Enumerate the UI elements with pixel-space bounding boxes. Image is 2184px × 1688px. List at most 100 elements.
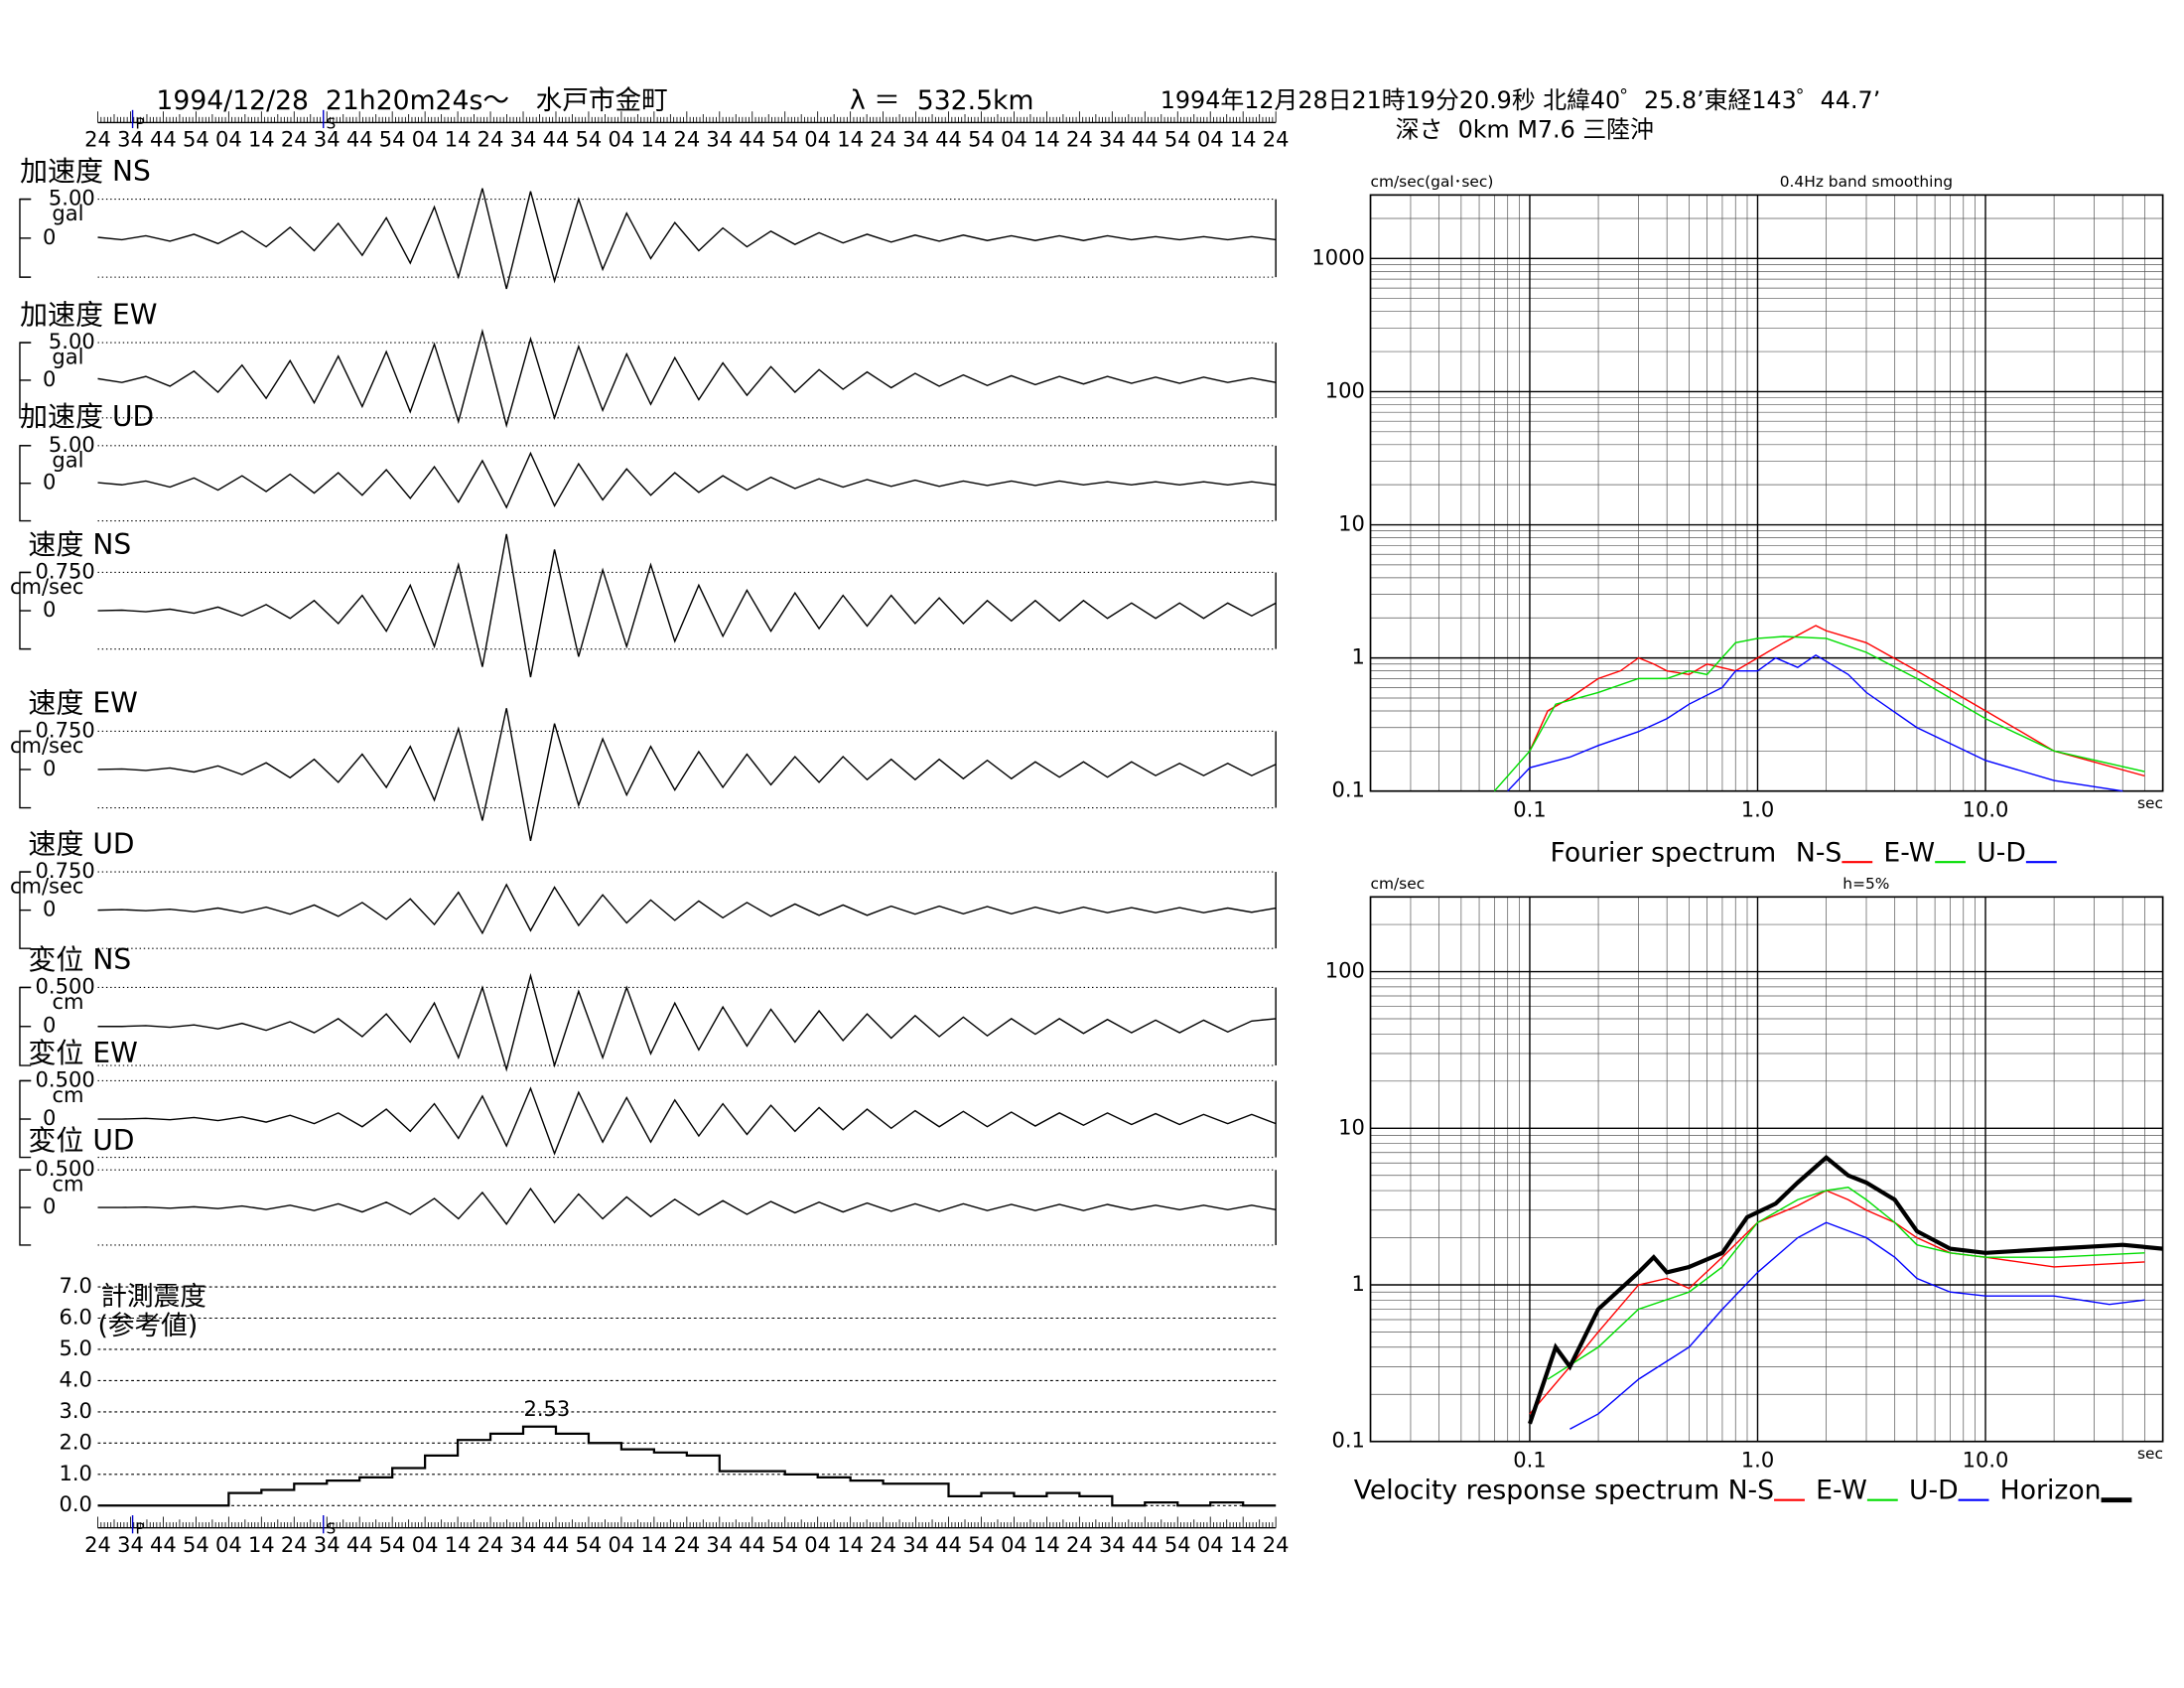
time-tick-label: 14 bbox=[640, 127, 667, 152]
time-tick-label: 34 bbox=[510, 1532, 537, 1557]
time-tick-label: 14 bbox=[837, 127, 864, 152]
spectrum-line bbox=[1507, 653, 2123, 792]
waveform bbox=[97, 708, 1277, 842]
y-tick-label: 0.500 bbox=[36, 973, 95, 998]
y-tick-label: 100 bbox=[1325, 958, 1365, 983]
time-tick-label: 44 bbox=[739, 1532, 765, 1557]
time-tick-label: 44 bbox=[346, 1532, 373, 1557]
time-tick-label: 24 bbox=[84, 127, 111, 152]
time-tick-label: 34 bbox=[117, 1532, 144, 1557]
x-tick-label: 1.0 bbox=[1741, 796, 1774, 821]
time-tick-label: 24 bbox=[673, 127, 700, 152]
legend-label: Horizon bbox=[2000, 1476, 2102, 1506]
intensity-subtitle: (参考値) bbox=[98, 1311, 199, 1341]
time-tick-label: 34 bbox=[706, 127, 733, 152]
time-tick-label: 14 bbox=[248, 127, 275, 152]
phase-marker: P bbox=[135, 114, 144, 132]
time-tick-label: 04 bbox=[804, 1532, 831, 1557]
y-tick-label: 1.0 bbox=[59, 1461, 91, 1485]
time-tick-label: 44 bbox=[739, 127, 765, 152]
time-tick-label: 14 bbox=[248, 1532, 275, 1557]
time-tick-label: 04 bbox=[1001, 1532, 1027, 1557]
epicentral-distance: λ ＝ 532.5km bbox=[850, 85, 1033, 116]
time-tick-label: 14 bbox=[445, 127, 472, 152]
y-tick-label: 0.750 bbox=[36, 858, 95, 883]
trace-unit: gal bbox=[52, 344, 83, 368]
time-tick-label: 04 bbox=[412, 127, 439, 152]
y-tick-label: 0.750 bbox=[36, 717, 95, 742]
x-tick-label: 10.0 bbox=[1963, 796, 2009, 821]
y-tick-label: 10 bbox=[1338, 1114, 1365, 1139]
time-tick-label: 04 bbox=[804, 127, 831, 152]
chart-subtitle: h=5% bbox=[1843, 875, 1889, 893]
trace-unit: gal bbox=[52, 201, 83, 225]
time-tick-label: 14 bbox=[1230, 1532, 1257, 1557]
y-tick-label: 0 bbox=[43, 597, 56, 622]
time-tick-label: 54 bbox=[968, 1532, 995, 1557]
y-tick-label: 5.0 bbox=[59, 1336, 91, 1360]
legend-label: E-W bbox=[1883, 837, 1935, 868]
origin-info: 1994年12月28日21時19分20.9秒 北緯40゜25.8’東経143゜4… bbox=[1160, 86, 1881, 114]
time-tick-label: 14 bbox=[445, 1532, 472, 1557]
x-tick-label: 0.1 bbox=[1513, 1447, 1546, 1472]
time-tick-label: 54 bbox=[183, 1532, 209, 1557]
spectrum-line bbox=[1529, 625, 2145, 777]
y-tick-label: 10 bbox=[1338, 511, 1365, 536]
x-tick-label: 1.0 bbox=[1741, 1447, 1774, 1472]
time-tick-label: 44 bbox=[150, 1532, 177, 1557]
time-tick-label: 24 bbox=[281, 1532, 308, 1557]
time-tick-label: 34 bbox=[1099, 127, 1126, 152]
time-tick-label: 24 bbox=[1066, 127, 1093, 152]
phase-marker: S bbox=[327, 114, 337, 132]
time-tick-label: 54 bbox=[379, 127, 406, 152]
x-axis-label: sec bbox=[2137, 1445, 2163, 1463]
time-tick-label: 34 bbox=[510, 127, 537, 152]
time-tick-label: 44 bbox=[346, 127, 373, 152]
time-tick-label: 04 bbox=[1001, 127, 1027, 152]
legend-title: Fourier spectrum bbox=[1550, 837, 1776, 868]
time-tick-label: 24 bbox=[1263, 1532, 1290, 1557]
trace-unit: cm/sec bbox=[10, 574, 84, 599]
time-tick-label: 34 bbox=[117, 127, 144, 152]
legend-label: U-D bbox=[1909, 1476, 1959, 1506]
time-tick-label: 04 bbox=[609, 1532, 635, 1557]
time-tick-label: 24 bbox=[673, 1532, 700, 1557]
waveform bbox=[97, 883, 1277, 935]
y-tick-label: 0.0 bbox=[59, 1491, 91, 1516]
trace-title: 速度 NS bbox=[28, 528, 131, 561]
y-tick-label: 5.00 bbox=[49, 329, 95, 353]
time-tick-label: 54 bbox=[771, 127, 798, 152]
time-tick-label: 44 bbox=[935, 1532, 962, 1557]
time-tick-label: 44 bbox=[543, 127, 570, 152]
time-tick-label: 54 bbox=[968, 127, 995, 152]
waveform bbox=[97, 451, 1277, 509]
time-tick-label: 54 bbox=[1164, 1532, 1191, 1557]
waveform bbox=[97, 533, 1277, 678]
time-tick-label: 24 bbox=[870, 127, 896, 152]
y-tick-label: 0 bbox=[43, 1105, 56, 1130]
time-tick-label: 44 bbox=[935, 127, 962, 152]
trace-unit: cm bbox=[52, 1172, 83, 1196]
time-tick-label: 14 bbox=[1033, 127, 1060, 152]
time-tick-label: 24 bbox=[478, 127, 504, 152]
time-tick-label: 24 bbox=[281, 127, 308, 152]
time-tick-label: 54 bbox=[576, 1532, 603, 1557]
time-tick-label: 14 bbox=[1230, 127, 1257, 152]
y-tick-label: 100 bbox=[1325, 377, 1365, 402]
legend-label: N-S bbox=[1796, 837, 1842, 868]
intensity-title: 計測震度 bbox=[100, 1282, 206, 1313]
time-tick-label: 34 bbox=[314, 1532, 341, 1557]
time-tick-label: 14 bbox=[1033, 1532, 1060, 1557]
time-tick-label: 24 bbox=[1066, 1532, 1093, 1557]
time-tick-label: 44 bbox=[543, 1532, 570, 1557]
trace-unit: cm bbox=[52, 1082, 83, 1107]
x-tick-label: 0.1 bbox=[1513, 796, 1546, 821]
waveform bbox=[97, 972, 1277, 1072]
legend-label: N-S bbox=[1728, 1476, 1774, 1506]
trace-title: 変位 UD bbox=[28, 1124, 134, 1157]
legend-label: E-W bbox=[1816, 1476, 1867, 1506]
time-tick-label: 54 bbox=[183, 127, 209, 152]
time-tick-label: 54 bbox=[379, 1532, 406, 1557]
